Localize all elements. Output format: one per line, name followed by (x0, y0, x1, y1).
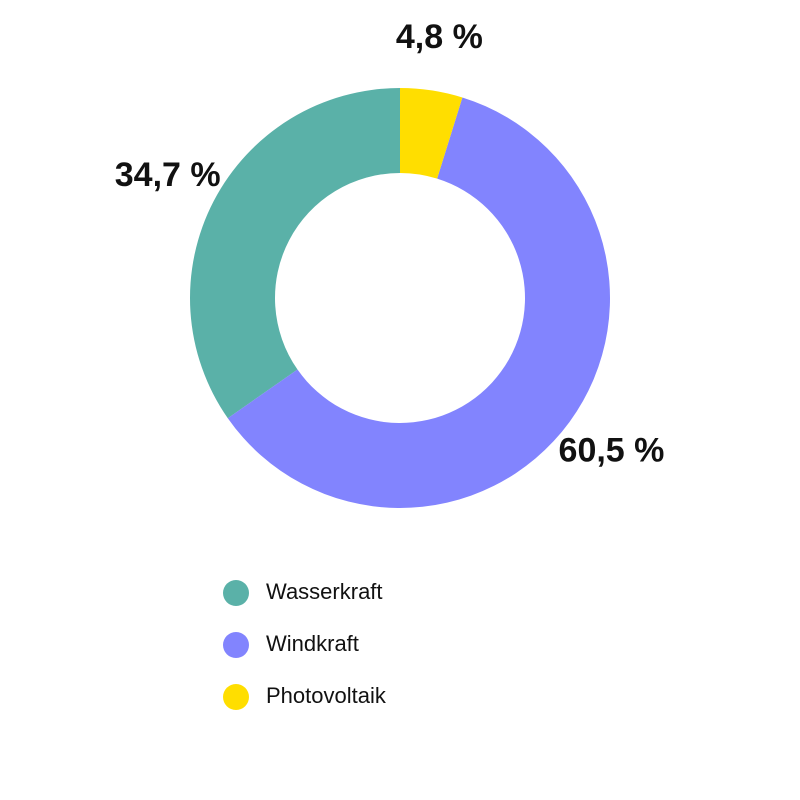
legend-label: Wasserkraft (266, 579, 383, 604)
value-label: 34,7 % (115, 156, 221, 194)
legend-label: Windkraft (266, 631, 359, 656)
donut-segment (400, 88, 463, 179)
donut-segment (227, 97, 610, 508)
legend-swatch (223, 580, 249, 606)
legend-label: Photovoltaik (266, 683, 387, 708)
donut-segment (189, 88, 400, 419)
legend-swatch (223, 632, 249, 658)
value-label: 4,8 % (396, 18, 483, 56)
legend-swatch (223, 684, 249, 710)
value-label: 60,5 % (559, 432, 665, 470)
